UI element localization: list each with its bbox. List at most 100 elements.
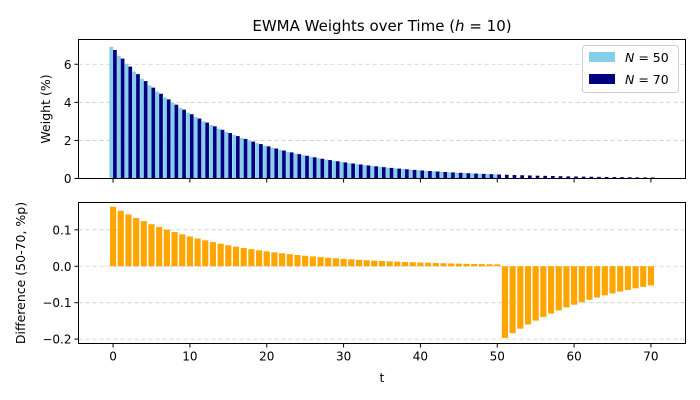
- bar-n50: [347, 163, 352, 179]
- top-bars: [109, 46, 655, 179]
- bar-n50: [247, 140, 252, 179]
- bar-difference: [386, 261, 393, 267]
- bar-n70: [405, 169, 409, 179]
- bar-difference: [148, 224, 155, 267]
- bar-n70: [420, 170, 425, 179]
- bar-n50: [370, 166, 375, 179]
- x-tick-label: 30: [336, 350, 351, 364]
- x-tick-label: 20: [259, 350, 274, 364]
- bar-n70: [220, 129, 225, 179]
- bar-difference: [401, 261, 409, 267]
- bar-difference: [594, 266, 601, 298]
- bar-n70: [435, 171, 440, 179]
- x-tick-label: 10: [182, 350, 197, 364]
- bar-difference: [432, 263, 439, 267]
- bar-n70: [612, 177, 617, 179]
- legend-swatch-n70: [589, 74, 615, 84]
- bar-n70: [343, 162, 348, 179]
- bar-n50: [224, 131, 229, 179]
- bar-n50: [470, 173, 475, 179]
- bar-n50: [362, 165, 367, 179]
- bar-difference: [133, 217, 140, 267]
- bar-n50: [478, 173, 482, 179]
- legend: N = 50 N = 70: [582, 45, 679, 93]
- bottom-panel: −0.2 −0.1 0.0 0.1 0 10 20 30 40 50 60 70 Differenc…: [13, 202, 686, 385]
- bar-difference: [248, 249, 255, 267]
- bar-n70: [451, 172, 455, 179]
- x-tick-label: 40: [413, 350, 428, 364]
- bar-n50: [263, 145, 267, 179]
- bar-n70: [274, 148, 279, 179]
- bar-n50: [124, 63, 129, 179]
- bar-n70: [650, 177, 655, 179]
- bar-n70: [266, 146, 271, 179]
- bar-difference: [409, 262, 416, 267]
- bar-n70: [643, 177, 647, 179]
- bar-n50: [170, 102, 175, 179]
- top-y-tick-label: 4: [64, 96, 72, 110]
- bar-n70: [159, 93, 163, 179]
- bar-n50: [447, 172, 452, 179]
- bar-difference: [524, 266, 532, 325]
- bar-n70: [489, 174, 494, 179]
- bar-n50: [201, 121, 206, 179]
- bar-n70: [205, 122, 209, 179]
- bar-n70: [136, 74, 140, 179]
- bar-n70: [374, 166, 379, 179]
- bottom-x-ticks: 0 10 20 30 40 50 60 70: [109, 343, 659, 364]
- bar-n50: [301, 155, 306, 179]
- bar-n70: [305, 155, 309, 179]
- bar-difference: [240, 247, 247, 267]
- bar-n70: [297, 154, 302, 179]
- bar-n50: [155, 91, 160, 179]
- bar-difference: [140, 221, 147, 267]
- bar-n70: [428, 171, 432, 179]
- bar-difference: [555, 266, 562, 311]
- bar-n70: [558, 176, 563, 179]
- bar-n50: [339, 162, 344, 179]
- bar-n70: [597, 176, 601, 179]
- bar-n50: [378, 166, 382, 179]
- bar-difference: [540, 266, 547, 317]
- bar-difference: [440, 263, 447, 267]
- bar-n70: [366, 165, 371, 179]
- bar-n70: [620, 177, 624, 179]
- bar-n70: [128, 66, 133, 179]
- bar-n70: [543, 175, 548, 179]
- bar-difference: [194, 238, 201, 267]
- bar-n70: [151, 87, 156, 179]
- bar-n70: [604, 176, 609, 179]
- bar-difference: [547, 266, 555, 314]
- bar-difference: [632, 266, 639, 289]
- bar-n70: [166, 99, 171, 179]
- bar-n70: [412, 169, 417, 179]
- chart-title: EWMA Weights over Time (h = 10): [252, 17, 511, 35]
- bar-difference: [279, 253, 286, 267]
- bar-n50: [455, 172, 459, 179]
- bar-n50: [140, 78, 144, 179]
- bar-n50: [485, 174, 490, 179]
- bar-n70: [458, 172, 463, 179]
- bar-n50: [132, 71, 137, 179]
- bar-n50: [332, 160, 336, 179]
- bottom-plot-frame: [78, 202, 686, 344]
- bar-n70: [228, 133, 233, 179]
- top-plot-frame: [78, 39, 686, 179]
- bar-n50: [462, 173, 467, 179]
- bar-difference: [202, 240, 209, 267]
- bar-n50: [117, 55, 121, 179]
- bar-n50: [286, 151, 290, 179]
- top-panel: 0 2 4 6 Weight (%) N = 50 N = 70: [38, 39, 686, 186]
- bar-difference: [455, 263, 462, 267]
- bar-difference: [255, 250, 263, 267]
- bar-n70: [474, 173, 478, 179]
- x-tick-label: 70: [643, 350, 658, 364]
- bar-difference: [463, 263, 470, 267]
- bar-n50: [293, 153, 298, 179]
- bar-n50: [309, 156, 313, 179]
- bar-difference: [355, 259, 363, 267]
- bar-n70: [251, 141, 256, 179]
- bottom-y-tick-label: −0.2: [42, 333, 71, 347]
- bar-n70: [212, 126, 217, 179]
